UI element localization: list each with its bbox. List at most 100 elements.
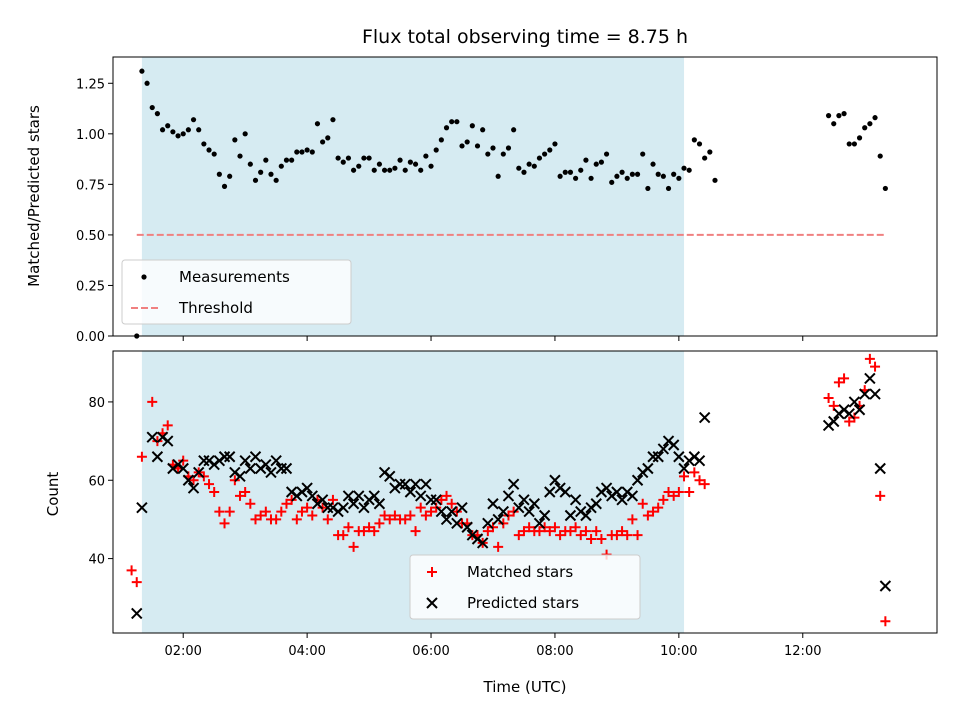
data-point	[126, 565, 137, 576]
data-point	[482, 526, 493, 537]
data-point	[426, 506, 437, 517]
data-point	[240, 487, 251, 497]
data-point	[562, 169, 568, 175]
data-point	[663, 487, 674, 497]
top-panel: 0.00 0.25 0.50 0.75 1.00 1.25 Measurements Thre…	[76, 56, 938, 345]
bottom-panel: 40 60 80 02:00 04:00 06:00 08:00 10:00 12:00 Matc…	[88, 350, 938, 659]
data-point	[569, 494, 582, 506]
data-point	[864, 372, 876, 385]
data-point	[177, 462, 189, 475]
data-point	[415, 490, 427, 502]
data-point	[825, 113, 832, 119]
data-point	[712, 177, 718, 183]
legend-box	[409, 554, 641, 620]
data-point	[307, 510, 318, 521]
data-point	[361, 155, 367, 161]
data-point	[154, 111, 161, 117]
data-point	[325, 135, 331, 141]
data-point	[149, 104, 155, 111]
data-point	[528, 498, 541, 510]
data-point	[368, 490, 380, 502]
data-point	[513, 501, 525, 514]
y-tick-label: 80	[88, 396, 105, 411]
data-point	[445, 505, 458, 518]
data-point	[451, 517, 463, 530]
data-point	[136, 501, 148, 514]
data-point	[330, 117, 336, 123]
data-point	[505, 145, 512, 151]
data-point	[227, 173, 233, 179]
data-point	[679, 471, 690, 482]
data-point	[296, 506, 307, 517]
data-point	[490, 145, 496, 151]
x-tick-label: 08:00	[536, 644, 573, 659]
y-tick-label: 40	[88, 553, 105, 568]
data-point	[476, 537, 489, 549]
data-point	[151, 451, 164, 463]
data-point	[843, 407, 855, 420]
data-point	[211, 151, 217, 157]
data-point	[544, 526, 555, 537]
x-tick-label: 02:00	[164, 644, 201, 659]
data-point	[853, 404, 866, 416]
data-point	[689, 467, 700, 478]
data-point	[593, 161, 599, 167]
data-point	[348, 541, 359, 552]
data-point	[673, 451, 685, 463]
data-point	[642, 510, 653, 521]
data-point	[418, 167, 424, 173]
data-point	[552, 141, 558, 147]
data-point	[239, 454, 251, 467]
y-tick-label: 0.75	[76, 178, 105, 193]
data-point	[190, 117, 197, 123]
data-point	[147, 396, 158, 407]
data-point	[265, 466, 277, 479]
data-point	[572, 175, 579, 181]
data-point	[590, 498, 602, 510]
data-point	[350, 167, 357, 173]
data-point	[864, 353, 875, 364]
data-point	[320, 139, 326, 145]
data-point	[268, 171, 274, 177]
chart-title: Flux total observing time = 8.75 h	[362, 26, 688, 48]
data-point	[410, 526, 421, 537]
data-point	[258, 169, 264, 175]
data-point	[549, 522, 560, 533]
data-point	[409, 478, 422, 490]
data-point	[681, 165, 687, 171]
data-point	[373, 498, 386, 510]
data-point	[260, 506, 271, 517]
data-point	[867, 121, 873, 127]
legend-marker	[427, 567, 437, 577]
data-point	[306, 490, 318, 502]
data-point	[524, 522, 535, 533]
data-point	[273, 177, 279, 183]
data-point	[456, 501, 468, 514]
data-point	[345, 155, 352, 161]
data-point	[631, 474, 644, 486]
data-point	[673, 487, 684, 497]
data-point	[591, 526, 602, 537]
data-point	[856, 135, 863, 141]
series-predicted-stars	[131, 372, 892, 620]
data-point	[428, 163, 434, 169]
y-tick-label: 1.00	[76, 128, 105, 143]
data-point	[533, 517, 546, 530]
legend-marker	[426, 597, 438, 609]
data-point	[518, 526, 529, 537]
data-point	[877, 153, 883, 159]
data-point	[872, 115, 878, 121]
data-point	[461, 521, 473, 533]
data-point	[586, 534, 597, 544]
data-point	[430, 494, 442, 506]
data-point	[247, 161, 253, 167]
data-point	[523, 505, 535, 518]
data-point	[668, 490, 679, 501]
data-point	[291, 514, 302, 525]
data-point	[622, 530, 633, 541]
data-point	[263, 157, 269, 163]
data-point	[404, 486, 417, 498]
data-point	[459, 143, 465, 149]
data-point	[301, 482, 313, 494]
data-point	[667, 439, 680, 451]
